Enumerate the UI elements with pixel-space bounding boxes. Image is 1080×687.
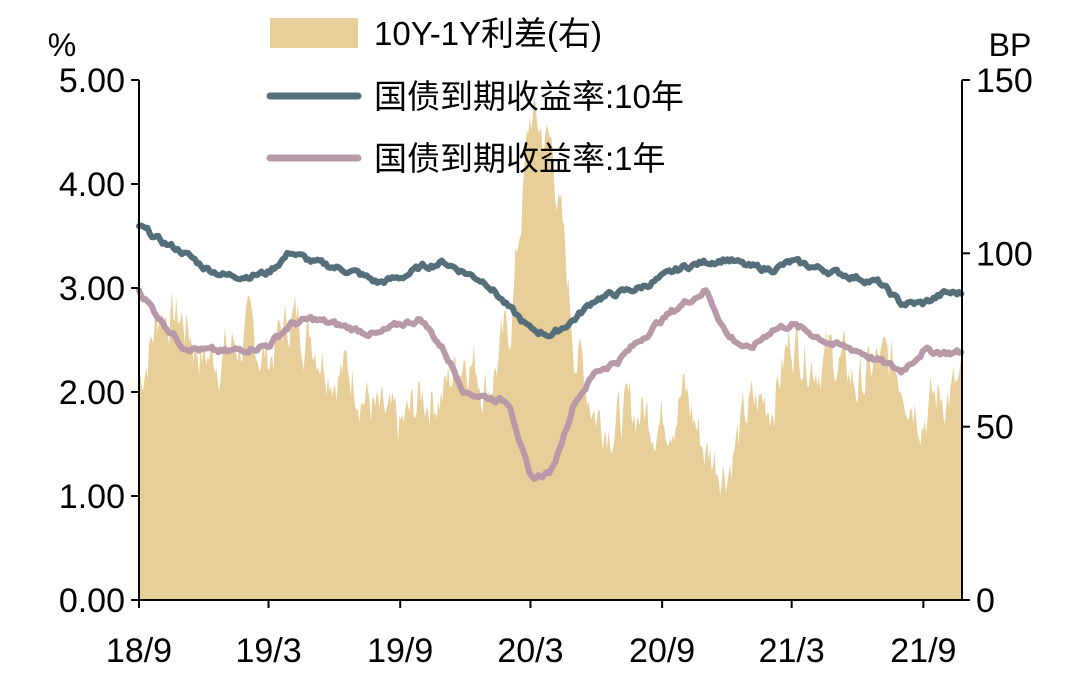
legend-swatch-spread (270, 18, 358, 48)
right-tick-label: 50 (976, 409, 1014, 447)
x-tick-label: 19/3 (235, 632, 301, 670)
left-tick-label: 2.00 (59, 374, 125, 412)
x-tick-label: 19/9 (367, 632, 433, 670)
x-tick-label: 21/3 (759, 632, 825, 670)
x-tick-label: 18/9 (106, 632, 172, 670)
legend-label: 10Y-1Y利差(右) (374, 15, 602, 52)
left-tick-label: 3.00 (59, 270, 125, 308)
x-tick-label: 20/3 (497, 632, 563, 670)
left-tick-label: 1.00 (59, 478, 125, 516)
x-tick-label: 21/9 (890, 632, 956, 670)
legend-label: 国债到期收益率:10年 (374, 78, 684, 115)
left-tick-label: 0.00 (59, 582, 125, 620)
x-tick-label: 20/9 (629, 632, 695, 670)
right-tick-label: 100 (976, 235, 1033, 273)
spread-area-group (139, 97, 962, 600)
yield-10y-line (136, 222, 965, 340)
axes-group: 0.00 1.00 2.00 3.00 4.00 5.00 0 50 100 150 18/9 19/… (48, 27, 1033, 670)
left-tick-label: 4.00 (59, 166, 125, 204)
left-tick-label: 5.00 (59, 62, 125, 100)
right-tick-label: 150 (976, 62, 1033, 100)
yield-lines-group (136, 222, 965, 482)
legend-label: 国债到期收益率:1年 (374, 140, 666, 177)
right-axis-unit: BP (989, 27, 1032, 63)
yield-1y-line (136, 287, 965, 482)
spread-area-series (139, 97, 962, 600)
right-tick-label: 0 (976, 582, 995, 620)
left-axis-unit: % (48, 27, 76, 63)
